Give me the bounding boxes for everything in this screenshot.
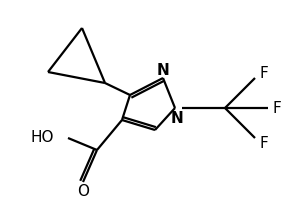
Text: N: N — [171, 111, 183, 125]
Text: O: O — [77, 184, 89, 198]
Text: F: F — [260, 65, 268, 81]
Text: N: N — [157, 63, 169, 77]
Text: HO: HO — [31, 129, 54, 145]
Text: F: F — [260, 135, 268, 151]
Text: F: F — [273, 101, 281, 115]
